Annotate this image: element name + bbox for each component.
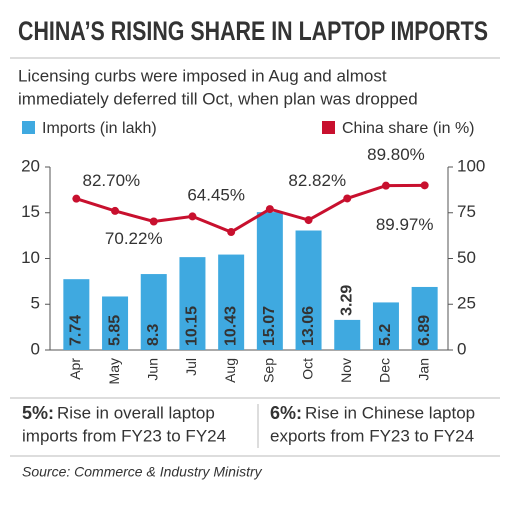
bar <box>256 212 283 350</box>
x-tick-label: Jun <box>144 358 160 381</box>
line-value-label: 70.22% <box>105 229 163 248</box>
x-tick-label: Jul <box>183 358 199 376</box>
x-tick-label: Dec <box>377 358 393 383</box>
x-tick-label: Oct <box>299 358 315 380</box>
share-point <box>381 181 390 190</box>
x-tick-label: Nov <box>338 358 354 383</box>
x-tick-label: Jan <box>415 358 431 381</box>
bar-value-label: 13.06 <box>300 306 317 346</box>
share-point <box>111 206 120 215</box>
legend-swatch <box>322 121 335 134</box>
note-text: imports from FY23 to FY24 <box>22 426 226 445</box>
x-tick-label: Aug <box>222 358 238 383</box>
y-tick-label: 15 <box>21 202 40 221</box>
share-point <box>265 205 274 214</box>
x-tick-label: Sep <box>261 358 277 383</box>
line-value-label: 64.45% <box>187 186 245 205</box>
y2-tick-label: 75 <box>457 202 476 221</box>
line-value-label: 89.80% <box>367 145 425 164</box>
bar <box>295 230 322 350</box>
bar-value-label: 6.89 <box>416 315 433 346</box>
share-point <box>304 216 313 225</box>
share-point <box>149 217 158 226</box>
chart-title: CHINA’S RISING SHARE IN LAPTOP IMPORTS <box>18 16 488 46</box>
bar-value-label: 3.29 <box>338 285 355 316</box>
bar-value-label: 10.43 <box>222 306 239 346</box>
legend-label: China share (in %) <box>342 120 475 137</box>
note-figure: 5%: <box>22 403 54 423</box>
note-figure: 6%: <box>270 403 302 423</box>
y2-tick-label: 25 <box>457 294 476 313</box>
y-tick-label: 5 <box>31 294 40 313</box>
bar <box>334 319 361 350</box>
y-tick-label: 20 <box>21 156 40 175</box>
legend-swatch <box>22 121 35 134</box>
note-text: exports from FY23 to FY24 <box>270 426 474 445</box>
line-value-label: 82.70% <box>83 171 141 190</box>
share-point <box>188 212 197 221</box>
y2-tick-label: 50 <box>457 248 476 267</box>
share-point <box>420 181 429 190</box>
bar-value-label: 8.3 <box>145 324 162 346</box>
note-text: Rise in Chinese laptop <box>305 403 475 422</box>
bar <box>218 254 245 350</box>
bar-value-label: 5.2 <box>377 324 394 346</box>
note-text: Rise in overall laptop <box>57 403 215 422</box>
share-point <box>72 194 81 203</box>
bar <box>63 279 90 350</box>
y2-tick-label: 100 <box>457 156 485 175</box>
bar <box>179 257 206 350</box>
share-point <box>227 228 236 237</box>
source: Source: Commerce & Industry Ministry <box>22 464 263 480</box>
bar-value-label: 10.15 <box>184 306 201 346</box>
bar <box>411 286 438 350</box>
share-point <box>343 194 352 203</box>
y-tick-label: 10 <box>21 248 40 267</box>
line-value-label: 82.82% <box>288 171 346 190</box>
subtitle: Licensing curbs were imposed in Aug and … <box>18 66 387 85</box>
subtitle: immediately deferred till Oct, when plan… <box>18 89 418 108</box>
y2-tick-label: 0 <box>457 339 466 358</box>
legend-label: Imports (in lakh) <box>42 120 157 137</box>
y-tick-label: 0 <box>31 339 40 358</box>
bar <box>372 302 399 350</box>
bar <box>102 296 129 350</box>
bar-value-label: 7.74 <box>68 315 85 346</box>
bar <box>140 274 167 350</box>
bar-value-label: 15.07 <box>261 306 278 346</box>
bar-value-label: 5.85 <box>106 315 123 346</box>
x-tick-label: May <box>106 358 122 384</box>
x-tick-label: Apr <box>67 358 83 380</box>
share-line <box>75 183 425 234</box>
line-value-label: 89.97% <box>376 215 434 234</box>
